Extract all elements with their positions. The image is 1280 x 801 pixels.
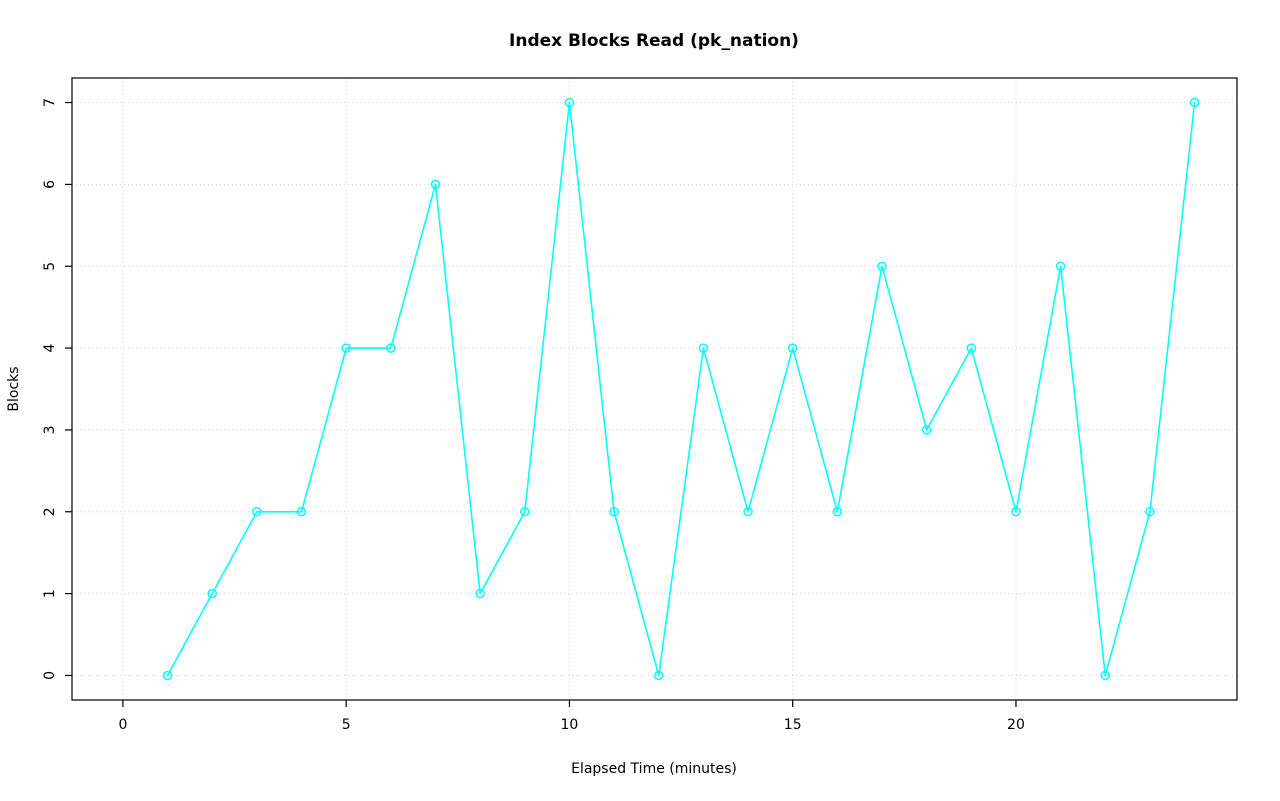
x-tick-label: 0 (118, 717, 127, 733)
chart-title: Index Blocks Read (pk_nation) (509, 31, 799, 51)
y-tick-label: 6 (42, 180, 58, 189)
y-tick-label: 5 (42, 262, 58, 271)
y-tick-label: 4 (42, 344, 58, 353)
y-tick-label: 3 (42, 425, 58, 434)
gridlines (72, 78, 1237, 700)
y-tick-label: 7 (42, 98, 58, 107)
y-tick-label: 0 (42, 671, 58, 680)
y-tick-label: 1 (42, 589, 58, 598)
x-tick-label: 20 (1007, 717, 1025, 733)
x-tick-label: 10 (561, 717, 579, 733)
x-tick-label: 15 (784, 717, 802, 733)
x-tick-label: 5 (342, 717, 351, 733)
y-tick-label: 2 (42, 507, 58, 516)
data-series (162, 97, 1200, 681)
y-axis-title: Blocks (6, 366, 22, 411)
x-axis-title: Elapsed Time (minutes) (571, 761, 737, 777)
axes: 0 5 10 15 20 0 1 2 3 4 5 6 7 (42, 77, 1238, 733)
